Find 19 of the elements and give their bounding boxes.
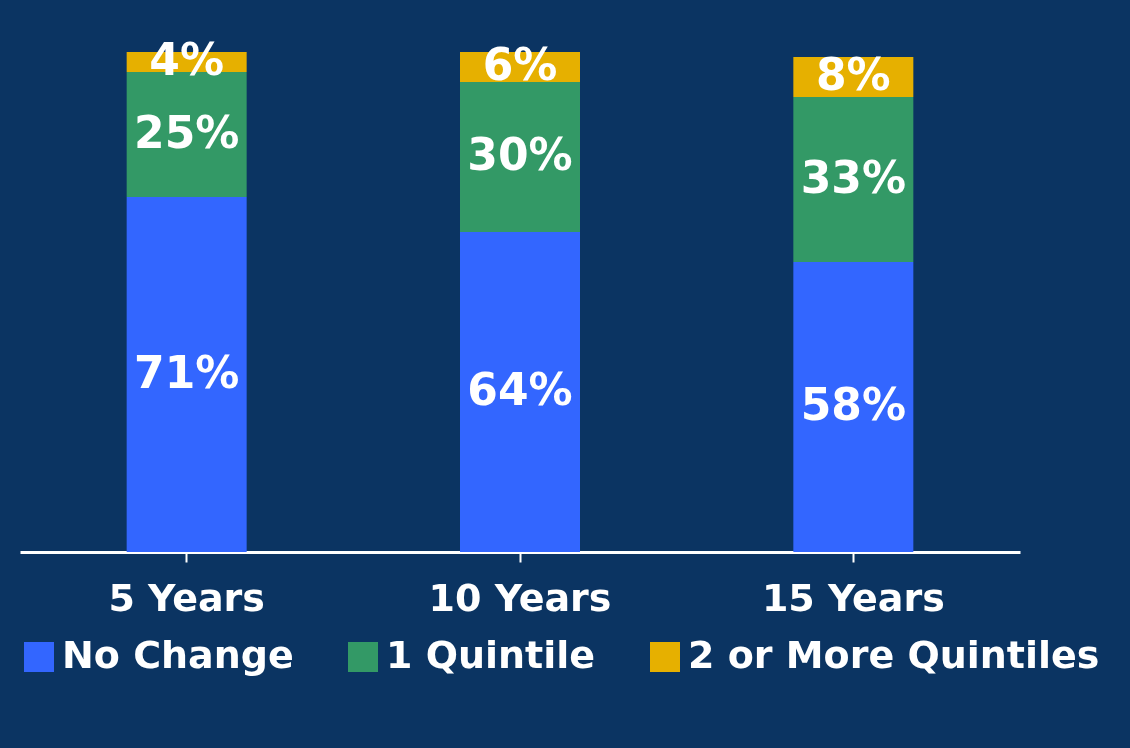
x-tick-label: 15 Years xyxy=(761,575,945,620)
data-label: 71% xyxy=(134,346,240,398)
legend-label: 2 or More Quintiles xyxy=(688,633,1100,677)
legend-label: 1 Quintile xyxy=(386,633,596,677)
bar xyxy=(793,97,914,262)
data-label: 30% xyxy=(467,129,573,180)
bar xyxy=(460,82,580,232)
data-label: 8% xyxy=(815,49,891,100)
x-tick-label: 10 Years xyxy=(428,575,612,620)
data-label: 25% xyxy=(134,106,240,158)
legend-label: No Change xyxy=(62,633,294,677)
data-label: 58% xyxy=(800,379,906,430)
data-label: 64% xyxy=(467,364,573,415)
bar xyxy=(126,197,247,552)
data-label: 33% xyxy=(800,151,906,203)
data-label: 6% xyxy=(482,39,558,90)
bar xyxy=(793,262,914,552)
x-tick-label: 5 Years xyxy=(108,575,265,620)
bar xyxy=(460,232,580,552)
